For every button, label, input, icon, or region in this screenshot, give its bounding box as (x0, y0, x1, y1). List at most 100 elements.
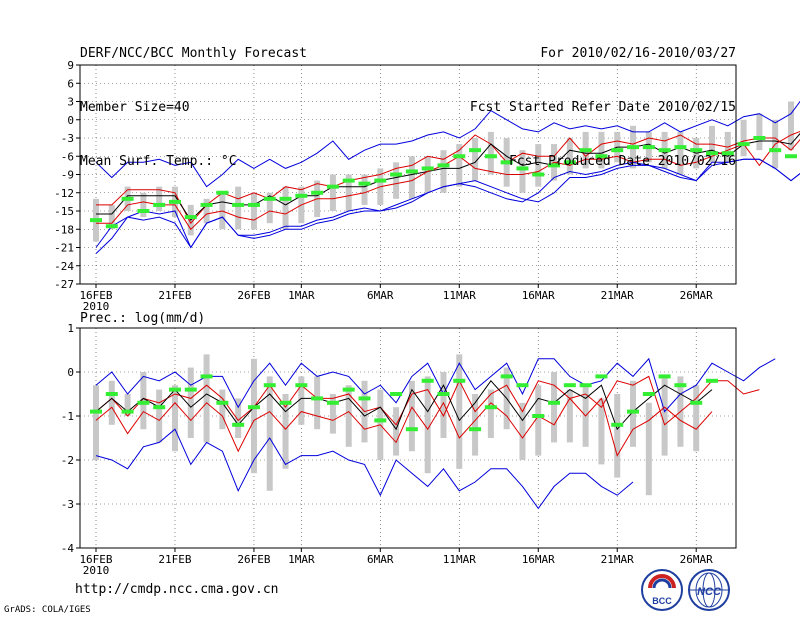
x-tick-label: 16FEB (79, 289, 112, 302)
ensemble-box (566, 389, 573, 443)
observed-marker (200, 374, 213, 379)
observed-marker (532, 414, 545, 418)
observed-marker (326, 400, 339, 405)
observed-marker (153, 405, 166, 410)
observed-marker (532, 172, 545, 177)
observed-marker (326, 184, 339, 189)
forecast-period: For 2010/02/16-2010/03/27 (540, 46, 736, 61)
ensemble-box (472, 394, 479, 456)
observed-marker (105, 392, 118, 396)
observed-marker (706, 378, 718, 383)
y-tick-label: -3 (61, 132, 74, 145)
x-tick-label: 16FEB (79, 553, 112, 566)
observed-marker (658, 374, 671, 379)
observed-marker (548, 163, 561, 168)
series-upper (96, 134, 800, 225)
ensemble-box (740, 119, 747, 157)
observed-marker (453, 154, 466, 159)
observed-marker (137, 400, 150, 405)
ensemble-box (487, 131, 494, 175)
x-tick-label: 21MAR (601, 289, 634, 302)
y-tick-label: -4 (61, 542, 75, 555)
observed-marker (279, 400, 292, 405)
observed-marker (563, 383, 576, 388)
ensemble-box (598, 398, 605, 465)
ensemble-box (787, 101, 794, 151)
observed-marker (184, 387, 197, 392)
observed-marker (642, 145, 655, 150)
ensemble-box (266, 192, 273, 224)
ensemble-box (756, 113, 763, 151)
series-mean (96, 132, 800, 221)
x-tick-label: 21FEB (158, 553, 191, 566)
ensemble-box (282, 186, 289, 230)
ncc-logo-text: NCC (697, 586, 722, 598)
ensemble-box (408, 380, 415, 452)
observed-marker (390, 172, 403, 177)
observed-marker (168, 387, 181, 392)
ensemble-box (329, 394, 336, 434)
grid (80, 65, 736, 284)
x-tick-label: 1MAR (288, 289, 315, 302)
observed-marker (358, 396, 371, 401)
grid (80, 328, 736, 548)
ensemble-box (250, 358, 257, 474)
observed-marker (595, 374, 608, 379)
observed-marker (706, 151, 718, 156)
x-tick-label: 1MAR (288, 553, 315, 566)
ensemble-box (235, 186, 242, 230)
series-min_envelope (95, 158, 800, 249)
observed-marker (390, 392, 403, 396)
header-right: For 2010/02/16-2010/03/27 Fcst Started R… (470, 9, 736, 189)
series-lower (95, 397, 713, 457)
x-tick-label: 21FEB (158, 289, 191, 302)
observed-marker (90, 409, 102, 414)
y-tick-label: -21 (54, 242, 74, 255)
observed-marker (216, 190, 229, 195)
y-tick-label: -15 (54, 205, 74, 218)
ensemble-box (108, 204, 115, 230)
observed-marker (421, 378, 434, 383)
x-tick-label: 16MAR (522, 553, 555, 566)
member-size-label: Member Size=40 (80, 100, 190, 115)
ensemble-box (456, 144, 463, 187)
series-min_envelope (95, 428, 634, 510)
observed-marker (374, 178, 387, 183)
observed-marker (247, 405, 260, 410)
observed-marker (263, 196, 276, 201)
observed-marker (216, 400, 229, 405)
ensemble-box (456, 354, 463, 469)
ensemble-box (677, 131, 684, 175)
x-tick-label: 16MAR (522, 289, 555, 302)
observed-marker (153, 202, 166, 207)
x-tick-label: 26MAR (680, 553, 713, 566)
observed-marker (627, 409, 640, 414)
forecast-produced-date: Fcst Produced Date 2010/02/16 (509, 154, 736, 169)
observed-marker (405, 169, 418, 174)
ensemble-box (408, 156, 415, 199)
observed-marker (627, 145, 640, 150)
observed-marker (579, 383, 592, 388)
observed-marker (437, 163, 450, 168)
series-lower (96, 130, 800, 231)
y-tick-label: -18 (54, 223, 74, 236)
observed-marker (469, 148, 482, 153)
ensemble-box (250, 192, 257, 230)
ensemble-box (345, 385, 352, 447)
observed-marker (753, 136, 766, 140)
observed-marker (484, 405, 497, 410)
observed-marker (90, 218, 102, 223)
x-year-label: 2010 (83, 300, 110, 313)
observed-marker (690, 148, 703, 153)
ensemble-box (440, 150, 447, 193)
observed-marker (484, 154, 497, 159)
observed-marker (342, 387, 355, 392)
observed-marker (690, 400, 703, 405)
y-tick-label: 3 (67, 96, 74, 109)
observed-marker (769, 148, 782, 153)
header-left: DERF/NCC/BCC Monthly Forecast Member Siz… (80, 9, 307, 189)
precipitation-panel: 1 0 -1 -2 -3 -4 16FEB 21FEB 26FEB 1MAR 6MAR 11MAR 16… (61, 311, 776, 577)
observed-marker (500, 160, 513, 165)
ensemble-box (614, 394, 621, 478)
